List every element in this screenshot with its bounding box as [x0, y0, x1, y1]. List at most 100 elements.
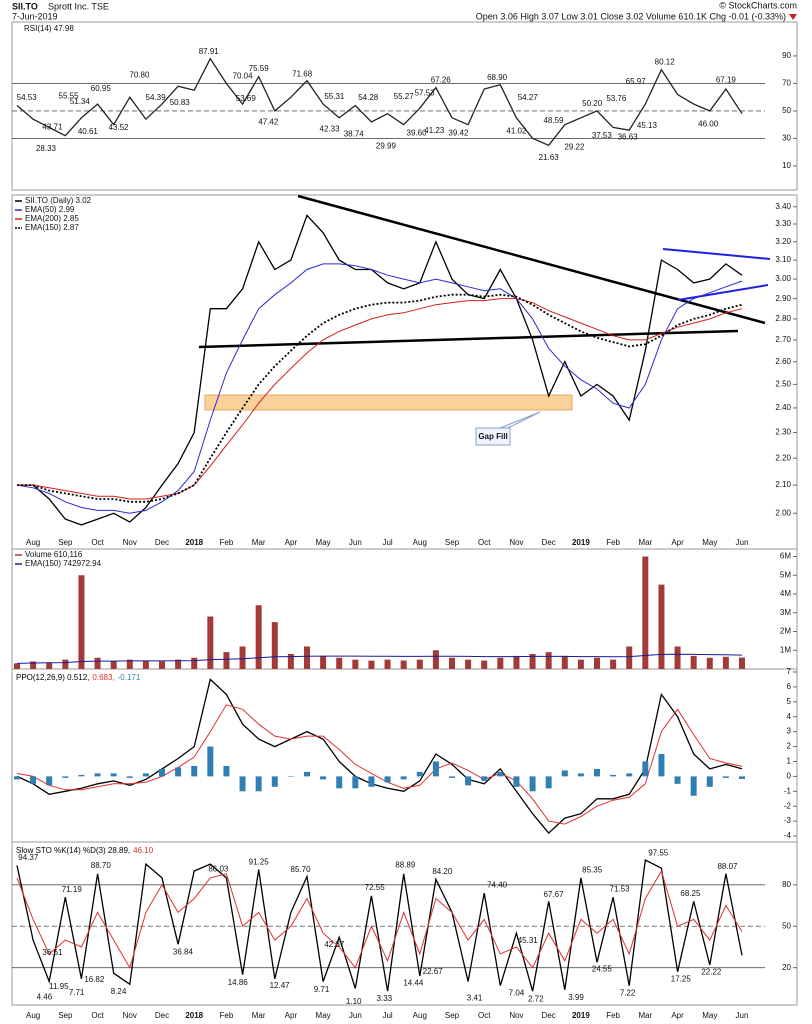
data-label: 1.10 [346, 997, 362, 1006]
data-label: 40.61 [78, 127, 99, 136]
bar [690, 655, 697, 669]
y-tick-label: 3.10 [775, 255, 791, 264]
data-label: 91.25 [249, 857, 270, 866]
y-tick-label: -4 [784, 831, 792, 840]
y-tick-label: 70 [782, 79, 791, 88]
data-label: 54.39 [146, 93, 167, 102]
data-label: 38.74 [344, 130, 365, 139]
data-label: 47.42 [258, 118, 279, 127]
data-label: 85.70 [291, 865, 312, 874]
bar [577, 773, 584, 777]
series-line [16, 263, 743, 514]
x-tick-label: 2019 [572, 538, 590, 547]
bar [46, 662, 53, 669]
y-tick-label: 6 [787, 682, 792, 691]
x-tick-label: Jul [382, 538, 392, 547]
series-line [17, 293, 743, 503]
bar [191, 765, 198, 777]
data-label: 70.80 [129, 70, 150, 79]
quote: Open 3.06 High 3.07 Low 3.01 Close 3.02 … [476, 11, 786, 21]
data-label: 50.20 [582, 99, 603, 108]
x-tick-label: Jun [349, 538, 362, 547]
data-label: 48.59 [543, 116, 564, 125]
data-label: 7.22 [620, 988, 636, 997]
x-tick-label: Oct [91, 538, 104, 547]
bar [223, 652, 230, 669]
y-tick-label: 2M [780, 627, 791, 636]
x-tick-label: Feb [606, 1011, 620, 1020]
legend: Slow STO %K(14) %D(3) 28.89, 46.10 [16, 846, 154, 855]
data-label: 24.55 [592, 965, 613, 974]
x-tick-label: Feb [220, 538, 234, 547]
data-label: 41.23 [424, 126, 445, 135]
x-tick-label: 2019 [572, 1011, 590, 1020]
company-name: Sprott Inc. TSE [48, 1, 109, 11]
data-label: 87.91 [199, 47, 220, 56]
series-line [16, 869, 743, 969]
x-tick-label: Oct [91, 1011, 104, 1020]
down-arrow [789, 14, 797, 20]
series-line [17, 298, 743, 500]
x-tick-label: Aug [26, 538, 40, 547]
x-tick-label: May [702, 1011, 717, 1020]
bar [545, 652, 552, 669]
legend-entry: 0.683, [92, 673, 114, 682]
y-tick-label: 2.70 [775, 335, 791, 344]
data-label: 65.97 [626, 77, 647, 86]
data-label: 75.59 [249, 64, 270, 73]
data-label: 28.33 [36, 144, 57, 153]
y-tick-label: 50 [782, 106, 791, 115]
bar [304, 771, 310, 777]
x-tick-label: Oct [478, 538, 491, 547]
y-tick-label: 2.30 [775, 428, 791, 437]
x-tick-label: Dec [155, 1011, 169, 1020]
x-tick-label: Jun [736, 1011, 749, 1020]
x-tick-label: Feb [220, 1011, 234, 1020]
data-label: 88.70 [91, 861, 112, 870]
bar [594, 768, 600, 777]
x-tick-label: Mar [252, 1011, 266, 1020]
x-tick-label: Aug [413, 1011, 427, 1020]
data-label: 72.55 [365, 883, 386, 892]
data-label: 46.00 [698, 120, 719, 129]
bar [513, 655, 520, 669]
bar [432, 650, 439, 669]
bar [545, 776, 552, 789]
y-tick-label: -2 [784, 801, 792, 810]
y-tick-label: 20 [782, 963, 791, 972]
bar [271, 776, 278, 787]
bar [191, 657, 198, 669]
data-label: 14.86 [228, 978, 249, 987]
legend-entry: -0.171 [118, 673, 141, 682]
y-tick-label: 80 [782, 880, 791, 889]
bar [610, 774, 617, 777]
x-tick-label: Jun [736, 538, 749, 547]
data-label: 9.71 [314, 985, 330, 994]
data-label: 45.13 [637, 121, 658, 130]
bar [416, 659, 423, 669]
symbol: SII.TO [12, 1, 38, 11]
bar [110, 661, 117, 669]
bar [94, 657, 101, 669]
data-label: 68.25 [680, 889, 701, 898]
bar [46, 776, 53, 786]
data-label: 51.34 [70, 97, 91, 106]
bar [14, 663, 20, 669]
x-tick-label: Apr [671, 1011, 684, 1020]
data-label: 2.72 [528, 995, 544, 1004]
bar [320, 776, 327, 780]
bar [432, 761, 439, 777]
panel-frame [11, 194, 798, 550]
data-label: 97.55 [648, 849, 669, 858]
bar [690, 776, 697, 796]
x-tick-label: Jul [382, 1011, 392, 1020]
data-label: 7.71 [69, 988, 85, 997]
bar [497, 657, 504, 669]
data-label: 70.04 [233, 72, 254, 81]
x-tick-label: 2018 [185, 538, 203, 547]
x-tick-label: Apr [671, 538, 684, 547]
x-tick-label: Mar [638, 1011, 652, 1020]
bar [223, 765, 230, 777]
